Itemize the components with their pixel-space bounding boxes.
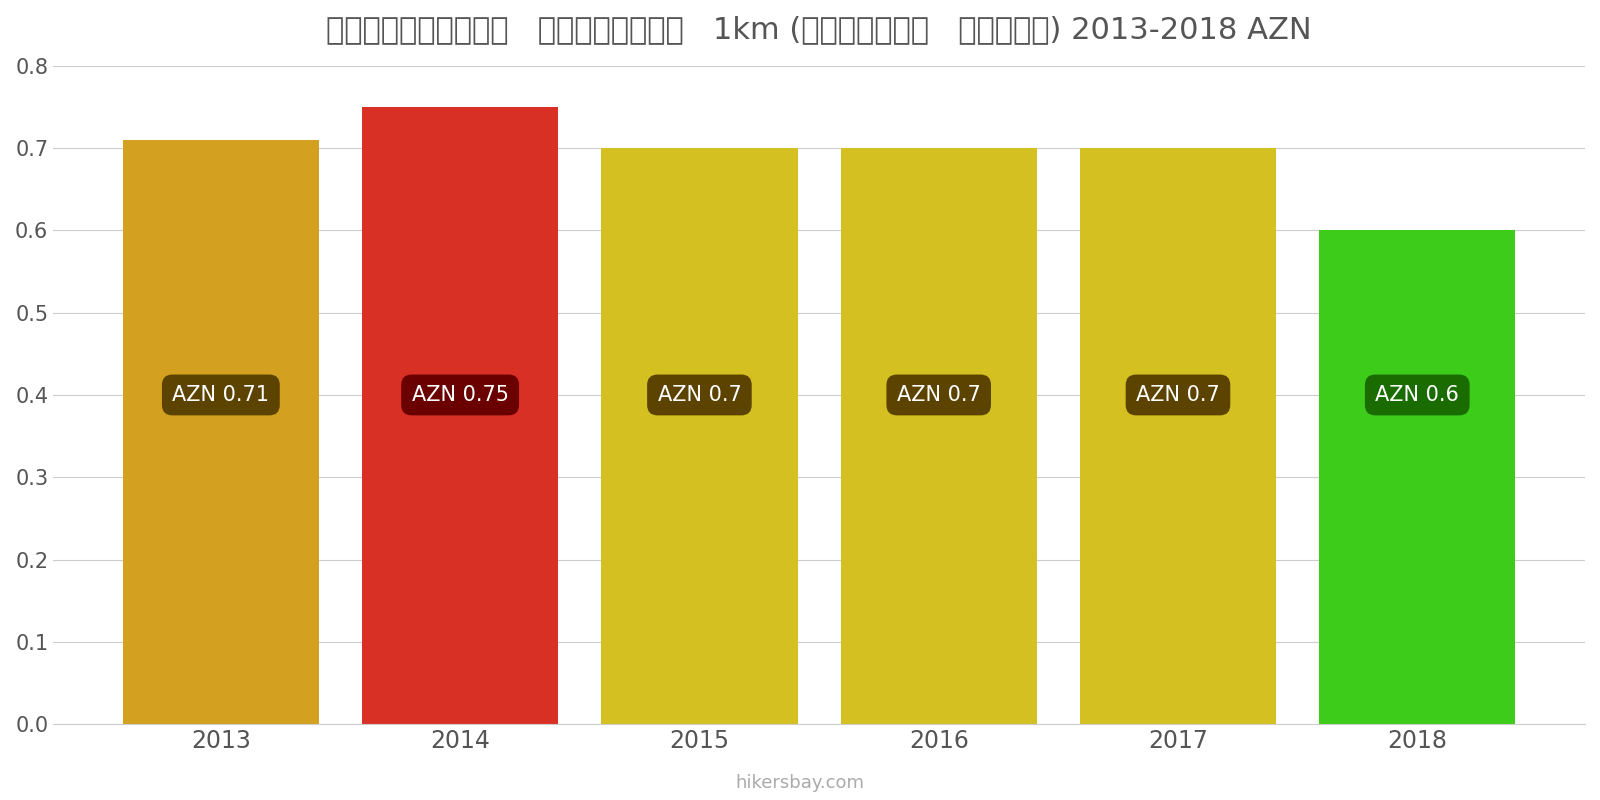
Bar	[840, 148, 1037, 724]
Bar	[602, 148, 797, 724]
Text: AZN 0.71: AZN 0.71	[173, 385, 269, 405]
Title: अज़रबाइजान   प्राईवेट   1km (सामान्य   टैरिफ) 2013-2018 AZN: अज़रबाइजान प्राईवेट 1km (सामान्य टैरिफ) …	[326, 15, 1312, 44]
Text: AZN 0.7: AZN 0.7	[658, 385, 741, 405]
Bar	[362, 107, 558, 724]
Text: hikersbay.com: hikersbay.com	[736, 774, 864, 792]
Bar	[1318, 230, 1515, 724]
Bar	[1080, 148, 1277, 724]
Text: AZN 0.7: AZN 0.7	[898, 385, 981, 405]
Text: AZN 0.6: AZN 0.6	[1376, 385, 1459, 405]
Text: AZN 0.7: AZN 0.7	[1136, 385, 1219, 405]
Bar	[123, 140, 318, 724]
Text: AZN 0.75: AZN 0.75	[411, 385, 509, 405]
